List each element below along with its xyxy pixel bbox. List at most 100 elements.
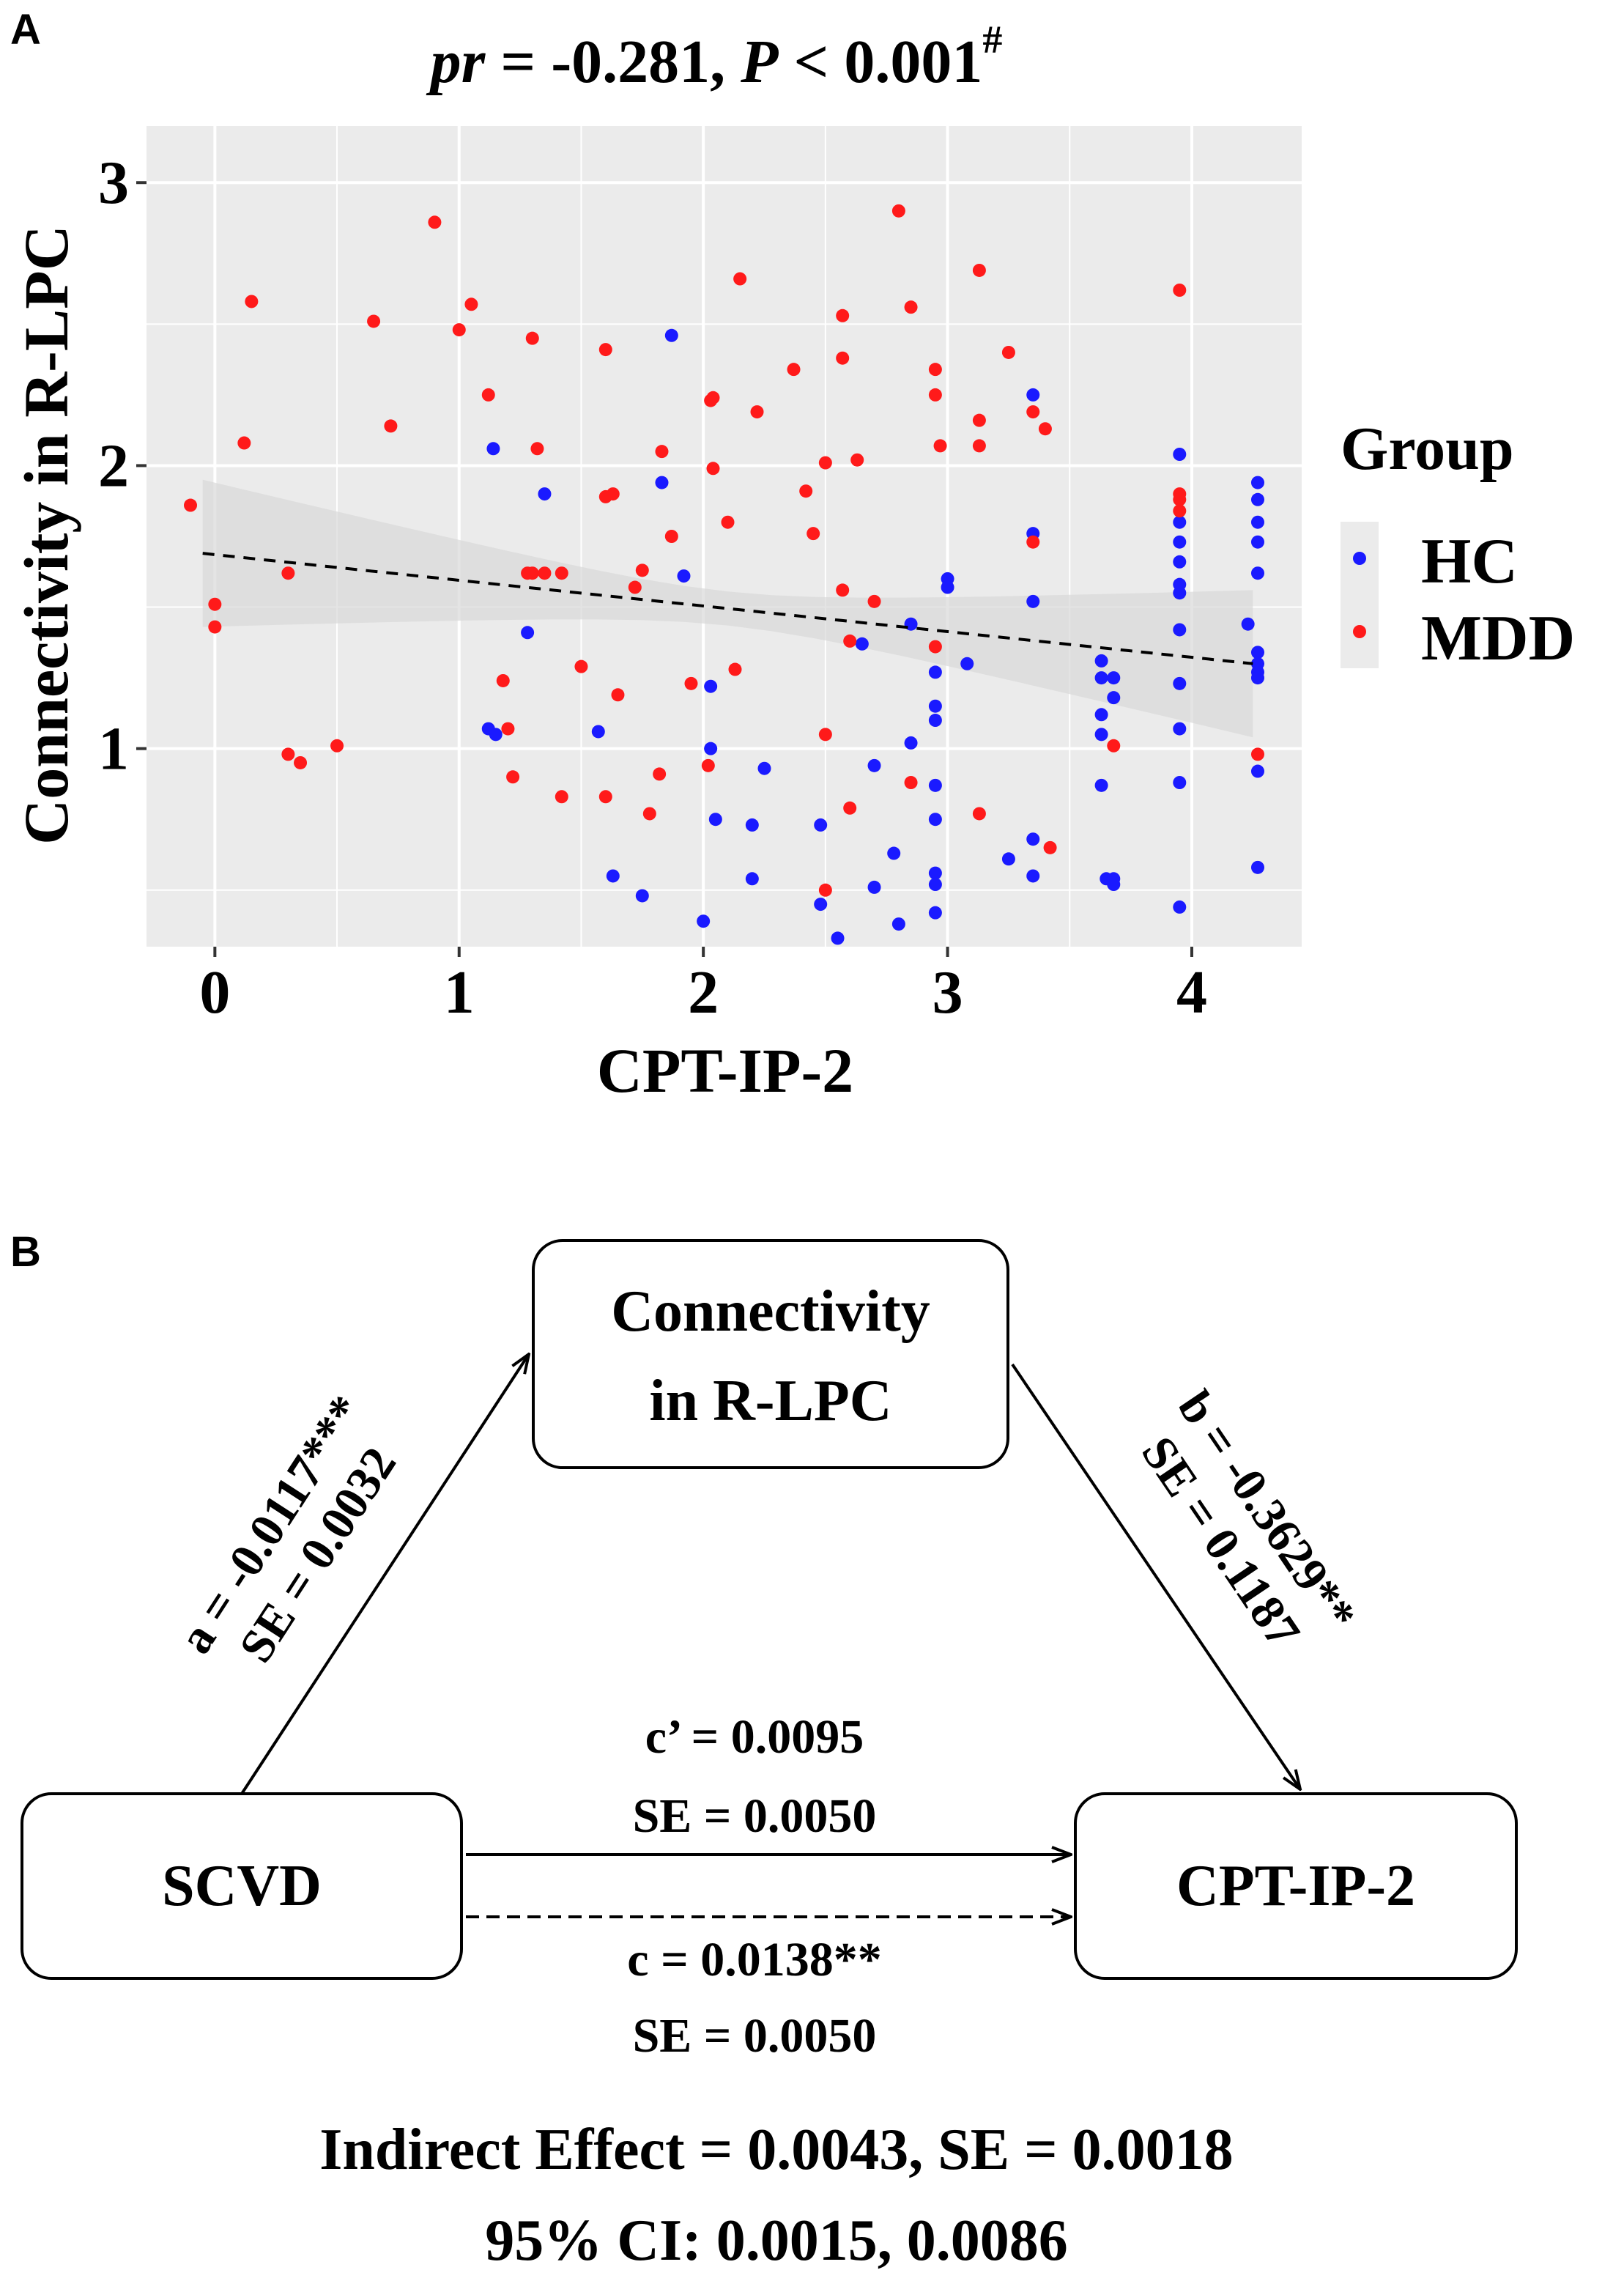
mdd-point	[184, 498, 198, 512]
mdd-point	[245, 295, 259, 308]
outcome-label: CPT-IP-2	[1176, 1854, 1415, 1918]
mdd-point	[1250, 747, 1264, 761]
hc-point	[1094, 778, 1108, 792]
predictor-label: SCVD	[162, 1854, 322, 1918]
hc-point	[887, 846, 901, 860]
mdd-point	[733, 272, 747, 286]
path-c-se: SE = 0.0050	[633, 2009, 877, 2063]
mdd-point	[606, 487, 620, 501]
hc-point	[814, 898, 828, 912]
indirect-effect-line: Indirect Effect = 0.0043, SE = 0.0018	[319, 2118, 1233, 2182]
hc-point	[1173, 623, 1187, 637]
hc-point	[928, 665, 942, 679]
hc-point	[867, 758, 881, 772]
hc-point	[867, 880, 881, 894]
legend-hc-marker	[1353, 552, 1366, 565]
hc-point	[745, 872, 759, 886]
legend: Group HC MDD	[1341, 415, 1575, 674]
hc-point	[655, 476, 669, 489]
hc-point	[591, 725, 605, 739]
y-axis-label: Connectivity in R-LPC	[11, 225, 81, 845]
path-b-arrow	[1011, 1363, 1300, 1789]
hc-point	[1107, 671, 1121, 685]
title-pr: pr	[426, 28, 486, 96]
hc-point	[677, 569, 691, 583]
mdd-point	[1173, 504, 1187, 518]
mdd-point	[928, 363, 942, 377]
mdd-point	[818, 883, 832, 897]
mdd-point	[574, 659, 588, 673]
mdd-point	[843, 634, 857, 648]
mdd-point	[538, 566, 552, 580]
y-tick-label: 3	[98, 149, 129, 217]
mdd-point	[1026, 405, 1040, 419]
hc-point	[1250, 515, 1264, 529]
legend-mdd-label: MDD	[1421, 603, 1575, 674]
x-tick-label: 3	[932, 958, 963, 1027]
hc-point	[486, 442, 500, 456]
hc-point	[704, 742, 718, 755]
mdd-point	[496, 673, 510, 687]
title-p: P	[740, 28, 779, 96]
hc-point	[960, 657, 974, 670]
hc-point	[1173, 515, 1187, 529]
path-a-labels: a = -0.0117*** SE = 0.0032	[168, 1386, 407, 1671]
mdd-point	[208, 620, 222, 634]
mdd-point	[787, 363, 801, 377]
mdd-point	[818, 456, 832, 470]
hc-point	[1250, 535, 1264, 549]
x-tick-label: 4	[1176, 958, 1207, 1027]
confidence-ribbon	[202, 479, 1253, 738]
mdd-point	[655, 445, 669, 459]
mdd-point	[843, 801, 857, 815]
mdd-point	[750, 405, 764, 419]
hc-point	[1107, 691, 1121, 705]
hc-point	[1026, 869, 1040, 883]
mdd-point	[384, 419, 398, 433]
hc-point	[1250, 764, 1264, 778]
mdd-point	[818, 728, 832, 742]
mdd-point	[1173, 492, 1187, 506]
hc-point	[745, 818, 759, 832]
mdd-point	[653, 767, 667, 781]
hc-point	[1173, 722, 1187, 736]
hc-point	[904, 736, 918, 750]
hc-point	[928, 878, 942, 892]
mdd-point	[330, 739, 344, 753]
mdd-point	[237, 436, 251, 450]
mdd-point	[684, 676, 698, 690]
mdd-point	[464, 297, 478, 311]
mdd-point	[807, 527, 820, 541]
hc-point	[891, 917, 905, 931]
mdd-point	[933, 439, 947, 453]
x-axis-label: CPT-IP-2	[597, 1035, 853, 1106]
mdd-point	[281, 747, 295, 761]
hc-point	[1094, 728, 1108, 742]
confidence-interval-line: 95% CI: 0.0015, 0.0086	[485, 2208, 1068, 2273]
mdd-point	[525, 331, 539, 345]
mdd-point	[1107, 739, 1121, 753]
hc-point	[1250, 492, 1264, 506]
legend-mdd-marker	[1353, 625, 1366, 638]
hc-point	[1173, 448, 1187, 461]
mdd-point	[611, 688, 625, 702]
hc-point	[1094, 654, 1108, 668]
mdd-point	[1026, 535, 1040, 549]
mdd-point	[664, 530, 678, 543]
mdd-point	[706, 391, 720, 404]
legend-hc-label: HC	[1421, 526, 1518, 597]
hc-point	[1026, 594, 1040, 608]
hc-point	[1173, 776, 1187, 789]
hc-point	[1026, 832, 1040, 846]
hc-point	[757, 761, 771, 775]
hc-point	[606, 869, 620, 883]
mdd-point	[1043, 840, 1057, 854]
hc-point	[1173, 900, 1187, 914]
hc-point	[928, 813, 942, 827]
mdd-point	[972, 263, 986, 277]
legend-key-background	[1341, 522, 1379, 668]
mdd-point	[555, 790, 568, 804]
hc-point	[1250, 566, 1264, 580]
hc-point	[1026, 388, 1040, 402]
